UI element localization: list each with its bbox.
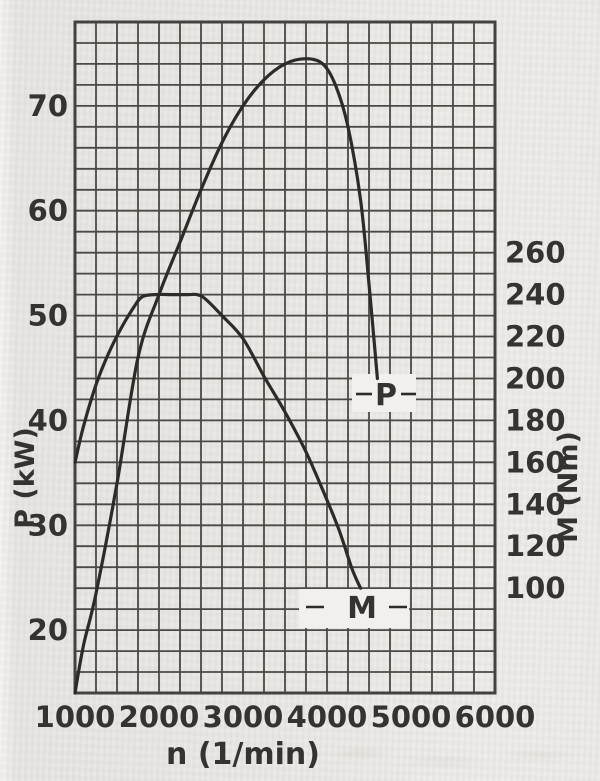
x-axis-title: n (1/min) [166,737,320,772]
power-curve [73,57,379,695]
x-axis-tick-labels: 1000 2000 3000 4000 5000 6000 [35,700,536,734]
left-tick-label: 40 [28,403,68,437]
plot-border [73,20,497,695]
curve-label-torque: M [306,591,407,626]
left-tick-label: 50 [28,299,68,333]
right-tick-label: 220 [505,320,566,354]
right-tick-label: 240 [505,278,566,312]
left-axis-tick-labels: 20 30 40 50 60 70 [28,89,68,647]
left-tick-label: 70 [28,89,68,123]
right-tick-label: 140 [505,487,566,521]
torque-curve-label: M [347,591,377,626]
right-tick-label: 160 [505,445,566,479]
x-tick-label: 2000 [119,700,200,734]
curves [73,57,379,695]
right-tick-label: 100 [505,571,566,605]
power-curve-label: P [375,378,397,413]
x-tick-label: 5000 [371,700,452,734]
right-tick-label: 120 [505,529,566,563]
left-tick-label: 60 [28,194,68,228]
x-tick-label: 1000 [35,700,116,734]
right-tick-label: 180 [505,403,566,437]
right-tick-label: 200 [505,362,566,396]
torque-curve [73,292,363,590]
left-tick-label: 30 [28,508,68,542]
grid-lines [74,21,496,694]
right-axis-title: M (Nm) [553,431,584,543]
left-tick-label: 20 [28,613,68,647]
left-axis-title: P (kW) [10,427,41,529]
x-tick-label: 3000 [203,700,284,734]
right-axis-tick-labels: 100 120 140 160 180 200 220 240 260 [505,236,566,606]
x-tick-label: 4000 [287,700,368,734]
curve-label-power: P [356,378,416,413]
x-tick-label: 6000 [455,700,536,734]
torque-label-patch [299,589,409,628]
right-tick-label: 260 [505,236,566,270]
